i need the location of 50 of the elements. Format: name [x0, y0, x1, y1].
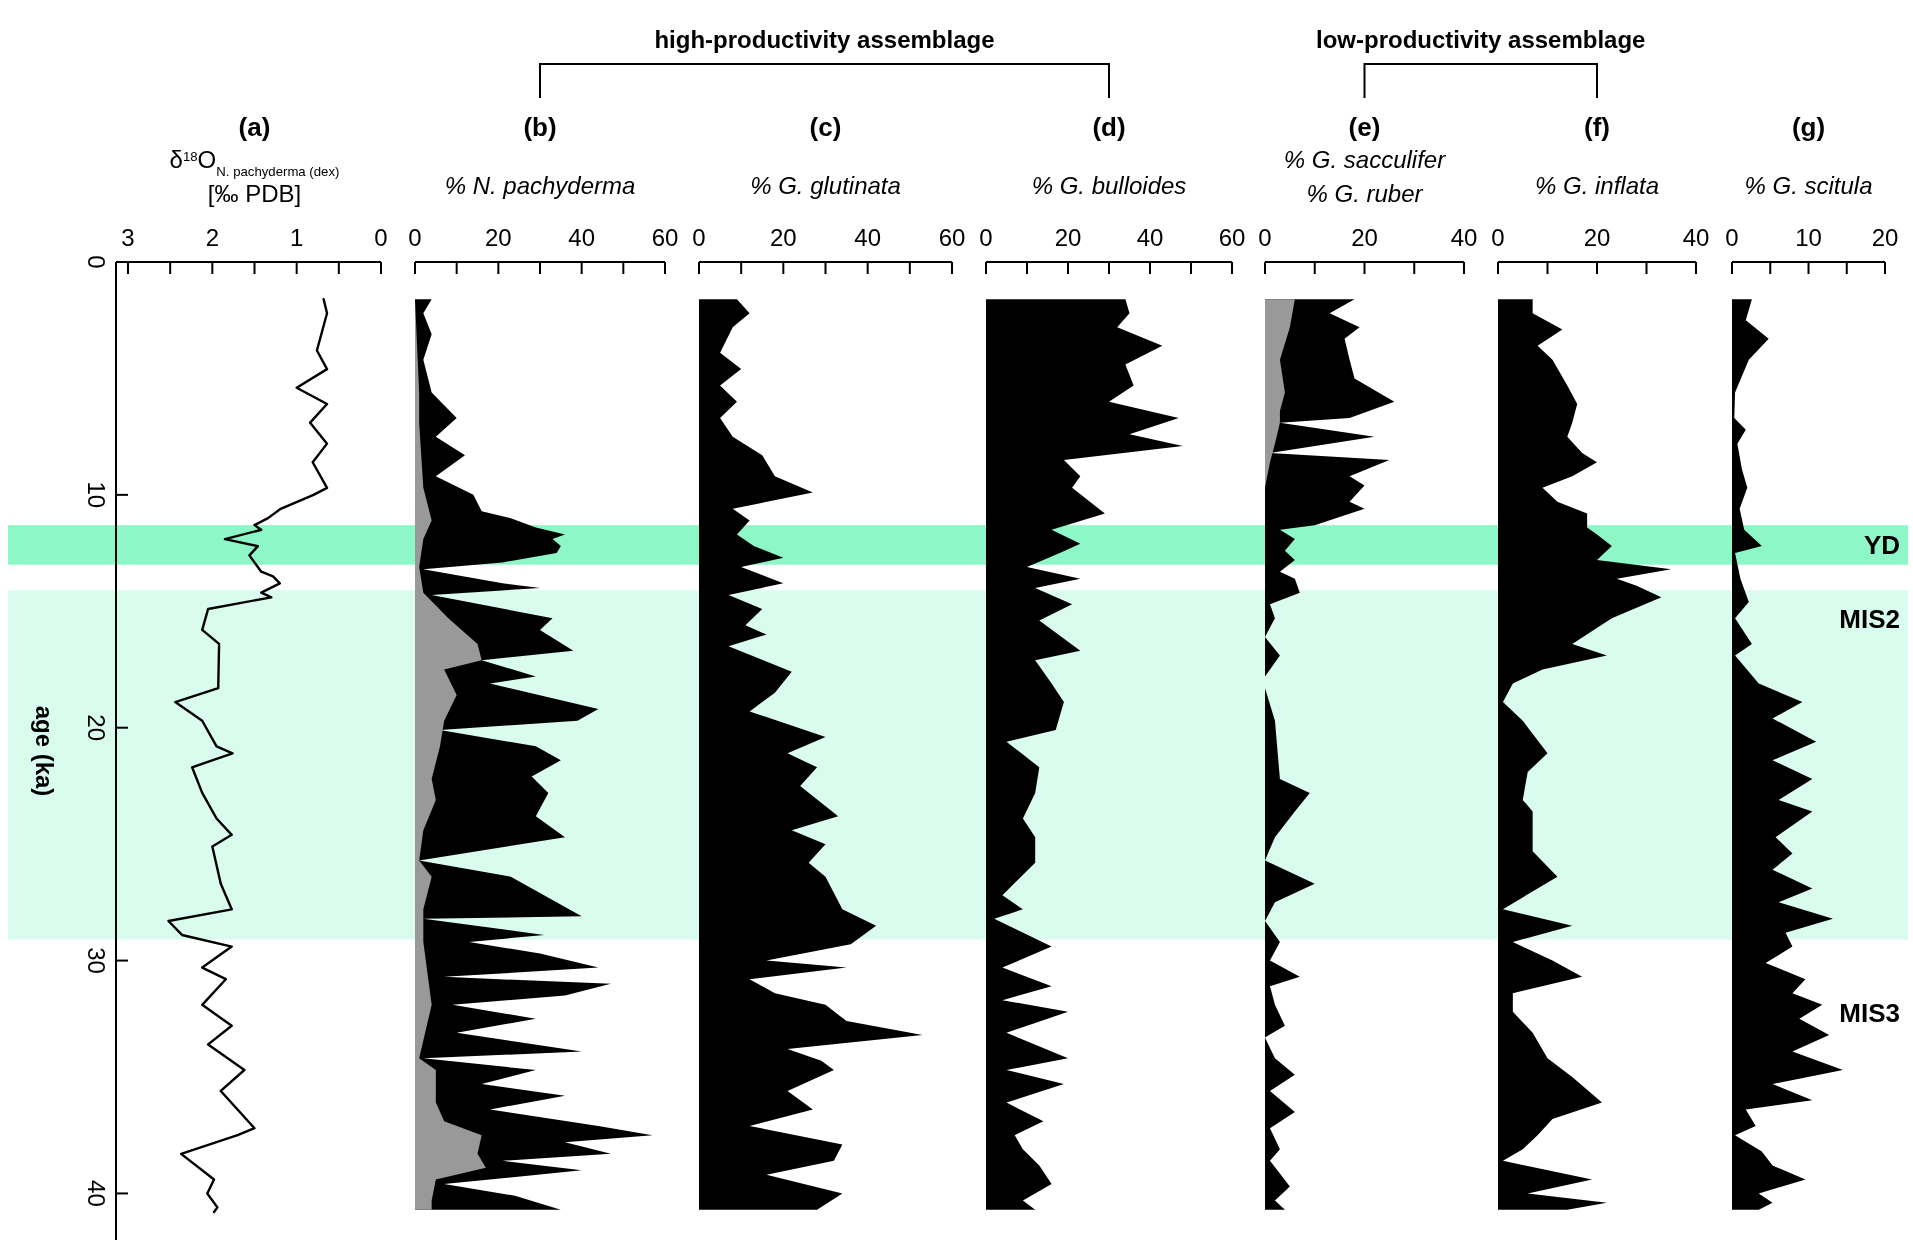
x-axis-title: % G. scitula	[1744, 172, 1873, 199]
x-tick-label: 0	[374, 224, 388, 251]
x-tick-label: 20	[1054, 224, 1082, 251]
x-axis-title: % G. bulloides	[1031, 172, 1187, 199]
chart-title: (b)	[523, 112, 557, 142]
x-tick-label: 60	[1218, 224, 1246, 251]
x-tick-label: 60	[651, 224, 679, 251]
x-tick-label: 40	[568, 224, 596, 251]
band-label: YD	[1863, 529, 1900, 560]
x-axis-title: % N. pachyderma	[444, 172, 636, 199]
x-tick-label: 1	[289, 224, 304, 251]
annotation: MIS3	[1839, 997, 1900, 1028]
x-tick-label: 0	[979, 224, 993, 251]
y-tick-label: 10	[83, 481, 110, 509]
y-tick-label: 20	[83, 714, 110, 742]
x-tick-label: 0	[408, 224, 422, 251]
text: low-productivity assemblage	[1316, 26, 1646, 53]
x-axis-title: δ$^{18}$O$_{N. pachyderma (dex)}$ [‰ PDB]	[169, 146, 340, 207]
y-tick-label: 40	[83, 1180, 110, 1207]
text: high-productivity assemblage	[654, 26, 995, 53]
x-tick-label: 0	[692, 224, 706, 251]
chart-title: (c)	[809, 112, 842, 142]
chart-title: (g)	[1791, 112, 1826, 142]
x-tick-label: 60	[938, 224, 966, 251]
x-tick-label: 20	[769, 224, 797, 251]
x-tick-label: 2	[205, 224, 220, 251]
x-tick-label: 20	[1351, 224, 1378, 251]
band-label: MIS2	[1839, 604, 1900, 635]
y-axis-title: age (ka)	[31, 705, 58, 797]
x-tick-label: 20	[484, 224, 512, 251]
x-tick-label: 20	[1871, 224, 1899, 251]
x-axis-title: % G. inflata	[1534, 172, 1660, 199]
chart-title: (f)	[1584, 112, 1610, 142]
x-tick-label: 3	[121, 224, 135, 251]
x-axis-title: % G. glutinata	[750, 172, 901, 199]
x-tick-label: 20	[1583, 224, 1611, 251]
chart-title: (e)	[1348, 112, 1381, 142]
chart-title: (a)	[238, 112, 271, 142]
x-tick-label: 10	[1795, 224, 1822, 251]
x-tick-label: 0	[1725, 224, 1739, 251]
y-tick-label: 30	[83, 947, 110, 974]
chart-title: (d)	[1092, 112, 1126, 142]
x-tick-label: 0	[1491, 224, 1505, 251]
y-tick-label: 0	[83, 255, 110, 269]
x-tick-label: 0	[1258, 224, 1272, 251]
x-tick-label: 40	[854, 224, 882, 251]
x-tick-label: 40	[1136, 224, 1164, 251]
x-tick-label: 40	[1450, 224, 1478, 251]
x-tick-label: 40	[1682, 224, 1710, 251]
x-axis-title: % G. sacculifer % G. ruber	[1283, 146, 1447, 207]
